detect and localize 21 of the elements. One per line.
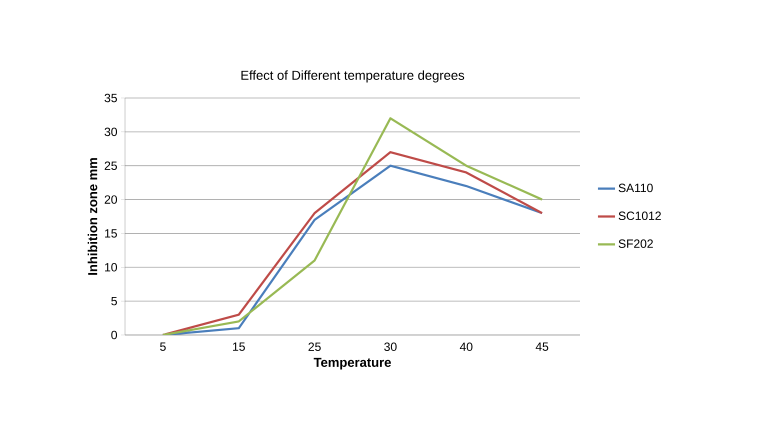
line-series [162, 117, 544, 335]
x-tick-label: 5 [160, 342, 166, 351]
y-tick-label: 5 [111, 296, 117, 306]
legend-label: SF202 [618, 239, 653, 248]
x-tick-label: 15 [232, 342, 245, 351]
y-tick-label: 10 [105, 263, 118, 272]
x-axis-title: Temperature [314, 358, 391, 370]
y-tick-label: 25 [104, 161, 117, 170]
x-tick-label: 30 [384, 342, 397, 352]
y-tick-label: 20 [104, 195, 118, 204]
x-tick-label: 45 [536, 342, 548, 351]
y-tick-label: 0 [111, 330, 118, 340]
y-axis-title: Inhibition zone mm [88, 158, 98, 275]
y-tick-label: 30 [104, 128, 118, 136]
y-tick-label: 35 [104, 94, 117, 102]
y-tick-label: 15 [105, 229, 117, 238]
legend-label: SC1012 [618, 212, 661, 220]
x-tick-label: 25 [308, 342, 321, 352]
x-tick-label: 40 [460, 342, 472, 352]
chart-title: Effect of Different temperature degrees [241, 70, 464, 82]
legend-label: SA110 [618, 184, 653, 192]
